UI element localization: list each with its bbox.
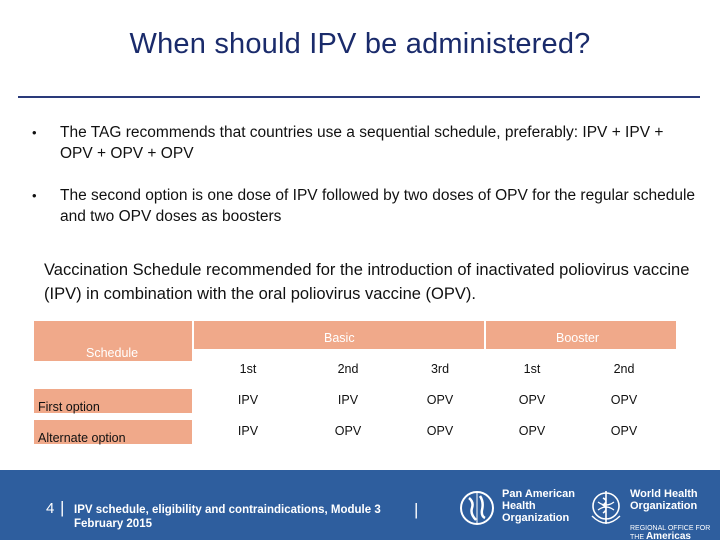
footer-separator: |: [60, 498, 65, 517]
table-cell: OPV: [610, 424, 638, 438]
footer-title: IPV schedule, eligibility and contraindi…: [74, 504, 381, 516]
dose-header: 2nd: [613, 362, 635, 376]
who-emblem-icon: [591, 491, 621, 524]
slide-header: When should IPV be administered?: [0, 0, 720, 100]
paho-logo: Pan American Health Organization: [458, 482, 588, 532]
schedule-table: Schedule Basic Booster 1st 2nd 3rd 1st 2…: [34, 321, 676, 445]
dose-header: 1st: [239, 362, 257, 376]
dose-header: 3rd: [430, 362, 450, 376]
table-cell: OPV: [426, 424, 454, 438]
row-label-alternate-option: Alternate option: [38, 431, 126, 445]
schedule-header: Schedule: [86, 346, 139, 360]
bullet-item: • The TAG recommends that countries use …: [30, 122, 700, 164]
alternate-option-bg: [34, 420, 192, 444]
bullet-dot: •: [32, 125, 37, 140]
table-cell: OPV: [426, 393, 454, 407]
bullet-dot: •: [32, 188, 37, 203]
who-region: Americas: [645, 531, 691, 542]
table-cell: OPV: [518, 393, 546, 407]
booster-header: Booster: [556, 331, 600, 345]
footer-separator: |: [414, 500, 419, 519]
bullet-list: • The TAG recommends that countries use …: [30, 122, 700, 248]
title-divider: [18, 96, 700, 98]
basic-header: Basic: [324, 331, 355, 345]
table-cell: OPV: [610, 393, 638, 407]
page-number: 4: [46, 500, 55, 517]
basic-header-bg: [194, 321, 484, 349]
table-cell: IPV: [237, 424, 259, 438]
paho-line: Organization: [502, 512, 570, 524]
slide-footer: 4 | IPV schedule, eligibility and contra…: [0, 470, 720, 542]
who-subtitle: REGIONAL OFFICE FOR THE: [630, 525, 711, 541]
table-cell: OPV: [334, 424, 362, 438]
table-cell: IPV: [237, 393, 259, 407]
table-cell: IPV: [337, 393, 359, 407]
booster-header-bg: [486, 321, 676, 349]
bullet-item: • The second option is one dose of IPV f…: [30, 185, 700, 227]
who-line: World Health: [630, 488, 698, 500]
bullet-text: The second option is one dose of IPV fol…: [60, 187, 696, 225]
table-caption: Vaccination Schedule recommended for the…: [44, 261, 690, 303]
paho-emblem-icon: [460, 491, 494, 525]
dose-header: 1st: [523, 362, 541, 376]
table-cell: OPV: [518, 424, 546, 438]
row-label-first-option: First option: [38, 400, 100, 414]
paho-line: Pan American: [502, 488, 575, 500]
paho-line: Health: [502, 500, 536, 512]
who-line: Organization: [630, 500, 698, 512]
dose-header: 2nd: [337, 362, 359, 376]
schedule-header-bg: [34, 321, 192, 361]
slide-title: When should IPV be administered?: [129, 28, 591, 60]
footer-date: February 2015: [74, 518, 152, 530]
who-logo: World Health Organization REGIONAL OFFIC…: [586, 482, 716, 542]
first-option-bg: [34, 389, 192, 413]
bullet-text: The TAG recommends that countries use a …: [60, 124, 664, 162]
